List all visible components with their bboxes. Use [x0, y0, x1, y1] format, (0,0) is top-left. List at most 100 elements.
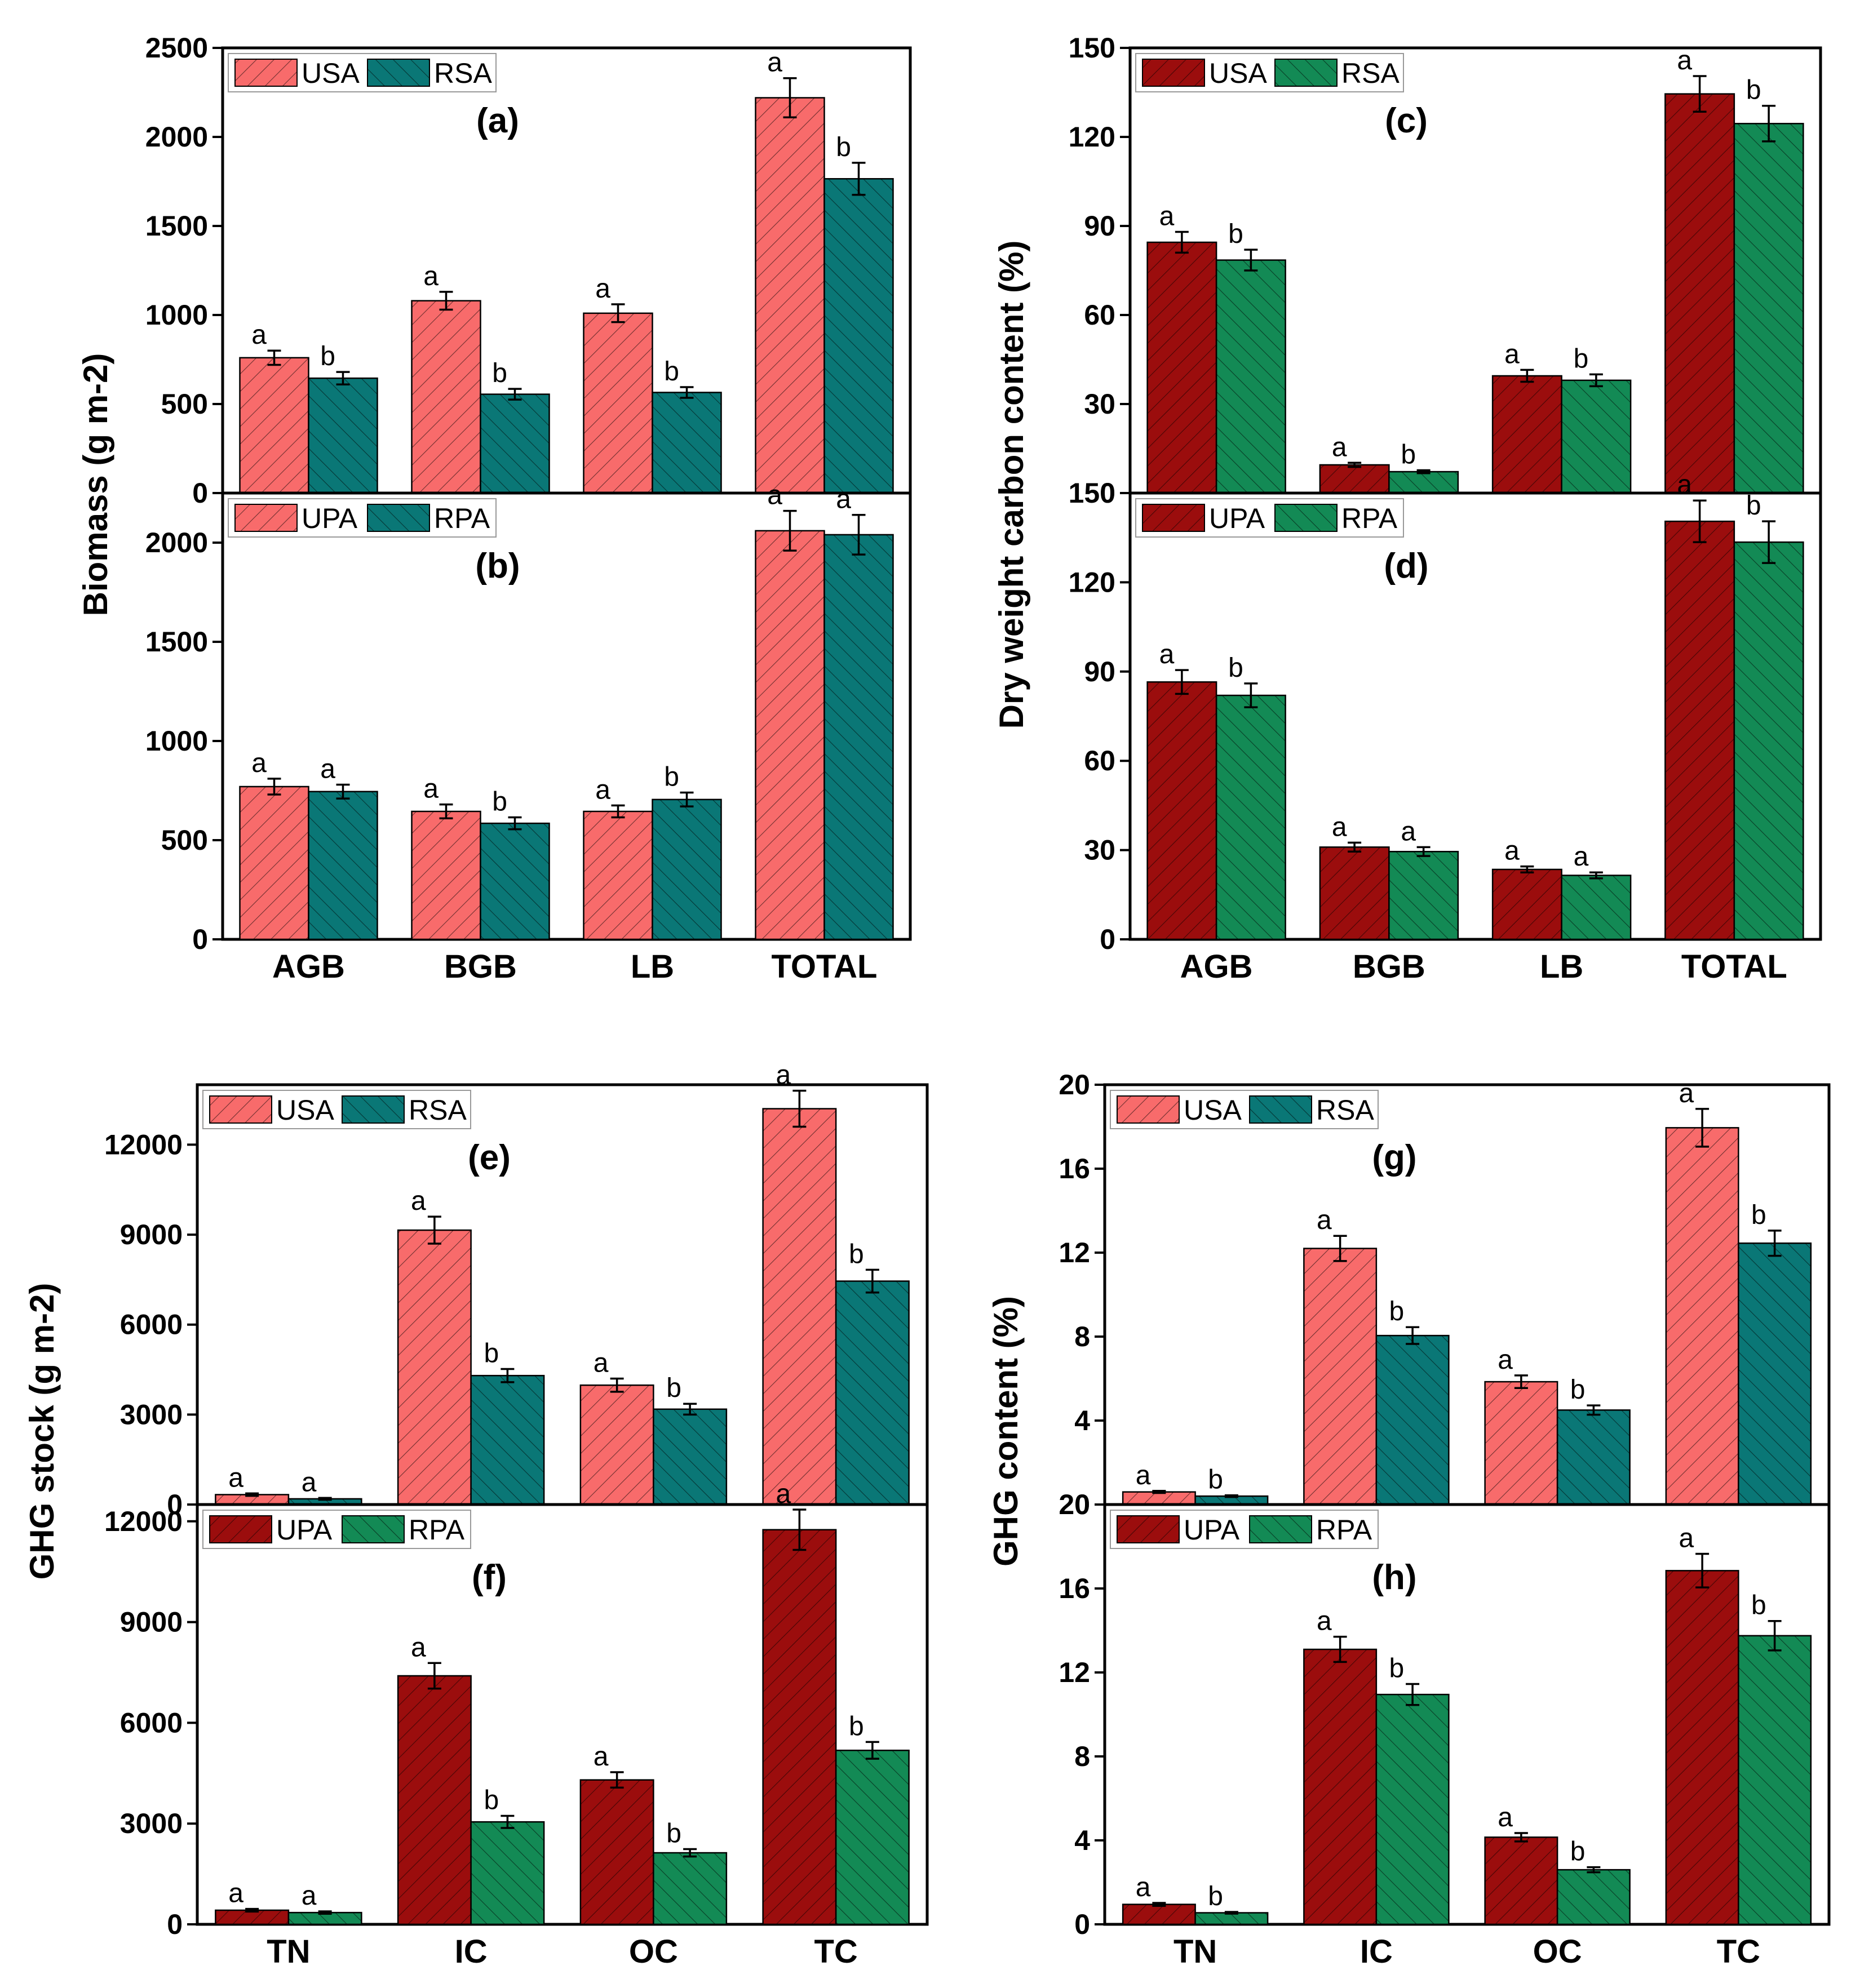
y-tick-label: 0 — [1100, 924, 1115, 955]
y-tick-label: 500 — [161, 388, 208, 420]
panel-label: (e) — [468, 1138, 511, 1177]
panel-a: 0 500 1000 1500 2000 2500 a b a b a b a b (a) USA RSA — [145, 32, 912, 509]
plot-frame — [1103, 1503, 1831, 1926]
significance-letter: b — [1570, 1837, 1586, 1867]
legend-swatch-hatch — [1117, 1096, 1179, 1123]
significance-letter: a — [411, 1186, 426, 1216]
legend: USA RSA — [1135, 53, 1404, 92]
bar-hatch — [1216, 695, 1286, 939]
significance-letter: a — [423, 774, 439, 804]
legend: USA RSA — [1110, 1090, 1379, 1129]
bar-hatch — [1195, 1912, 1268, 1924]
significance-letter: a — [776, 1060, 791, 1090]
bar-hatch — [1493, 869, 1562, 939]
bar-hatch — [398, 1675, 471, 1924]
bar-hatch — [398, 1230, 471, 1505]
legend-label-rsa: RSA — [1341, 57, 1400, 89]
significance-letter: a — [1677, 46, 1692, 76]
category-label: TC — [1717, 1933, 1760, 1970]
significance-letter: b — [1401, 440, 1416, 469]
panel-label: (g) — [1372, 1138, 1416, 1177]
bar-hatch — [1216, 260, 1286, 493]
y-tick-label: 500 — [161, 824, 208, 856]
bar-hatch — [215, 1910, 289, 1924]
legend-label-upa: UPA — [1209, 503, 1265, 534]
significance-letter: b — [849, 1239, 864, 1269]
bar-hatch — [1376, 1694, 1449, 1924]
significance-letter: b — [1228, 653, 1243, 683]
legend-label-upa: UPA — [1184, 1514, 1240, 1546]
bar-hatch — [1376, 1335, 1449, 1505]
y-tick-label: 12000 — [104, 1129, 183, 1160]
category-label: IC — [1360, 1933, 1393, 1970]
bar-hatch — [1557, 1410, 1630, 1505]
y-tick-label: 30 — [1084, 835, 1115, 866]
y-tick-label: 120 — [1069, 566, 1115, 598]
significance-letter: a — [1574, 842, 1589, 872]
legend-label-rpa: RPA — [1316, 1514, 1372, 1546]
bar-hatch — [240, 786, 309, 939]
legend-swatch-hatch — [210, 1516, 272, 1543]
significance-letter: a — [1401, 816, 1416, 846]
legend-label-rsa: RSA — [1316, 1094, 1374, 1126]
panel-label: (h) — [1372, 1558, 1416, 1597]
significance-letter: a — [1159, 640, 1175, 669]
panel-d: 0 30 60 90 120 150 a b AGB a a BGB a a LB a b TOTAL (d) UPA… — [1069, 470, 1822, 985]
legend-label-usa: USA — [302, 57, 360, 89]
legend-swatch-hatch — [235, 59, 297, 86]
significance-letter: b — [484, 1338, 499, 1368]
y-tick-label: 16 — [1059, 1573, 1090, 1604]
category-label: LB — [631, 948, 674, 985]
significance-letter: b — [1389, 1653, 1405, 1683]
significance-letter: b — [836, 132, 851, 162]
significance-letter: a — [1332, 432, 1347, 462]
panel-h: 0 4 8 12 16 20 a b TN a b IC a b OC a b TC (h) UPA RPA — [1059, 1489, 1831, 1970]
bar-hatch — [1304, 1649, 1376, 1924]
panel-c: 0 30 60 90 120 150 a b a b a b a b (c) USA RSA — [1069, 32, 1822, 509]
bar-hatch — [1304, 1248, 1376, 1505]
significance-letter: b — [1751, 1591, 1766, 1621]
legend-label-rpa: RPA — [434, 503, 490, 534]
bar-hatch — [1319, 847, 1389, 939]
significance-letter: a — [1159, 202, 1175, 232]
significance-letter: b — [1746, 491, 1761, 521]
panel-g: 0 4 8 12 16 20 a b a b a b a b (g) USA RSA — [1059, 1069, 1831, 1520]
bar-hatch — [1493, 375, 1562, 493]
panel-e: 0 3000 6000 9000 12000 a a a b a b a b (e) USA RSA — [104, 1060, 929, 1520]
legend-swatch-hatch — [1142, 504, 1204, 531]
legend-swatch-hatch — [210, 1096, 272, 1123]
legend-swatch-hatch — [1250, 1096, 1312, 1123]
y-tick-label: 0 — [1074, 1909, 1090, 1940]
legend-swatch-hatch — [367, 59, 429, 86]
bar-hatch — [653, 1409, 727, 1505]
y-tick-label: 8 — [1074, 1741, 1090, 1772]
significance-letter: a — [1679, 1079, 1694, 1108]
significance-letter: b — [664, 762, 679, 792]
significance-letter: b — [849, 1711, 864, 1741]
y-tick-label: 9000 — [120, 1219, 183, 1250]
category-label: TC — [814, 1933, 857, 1970]
y-tick-label: 2000 — [145, 121, 208, 153]
y-tick-label: 20 — [1059, 1069, 1090, 1100]
legend: UPA RPA — [228, 498, 497, 538]
legend-label-rpa: RPA — [409, 1514, 465, 1546]
significance-letter: b — [666, 1373, 681, 1403]
significance-letter: a — [1317, 1205, 1332, 1235]
panel-label: (f) — [472, 1558, 507, 1597]
legend-swatch-hatch — [342, 1096, 404, 1123]
significance-letter: a — [1498, 1803, 1513, 1832]
y-axis-title-ghg-stock: GHG stock (g m-2) — [23, 1283, 61, 1580]
bar-hatch — [1123, 1904, 1195, 1924]
y-tick-label: 0 — [192, 477, 208, 509]
y-tick-label: 3000 — [120, 1399, 183, 1430]
legend-label-usa: USA — [276, 1094, 334, 1126]
significance-letter: a — [228, 1463, 243, 1493]
significance-letter: a — [767, 481, 782, 511]
legend-swatch-hatch — [1275, 59, 1337, 86]
bar-hatch — [1665, 94, 1734, 494]
bar-hatch — [1485, 1382, 1558, 1505]
panel-label: (b) — [475, 547, 520, 585]
significance-letter: a — [1498, 1345, 1513, 1375]
significance-letter: b — [1570, 1375, 1586, 1405]
